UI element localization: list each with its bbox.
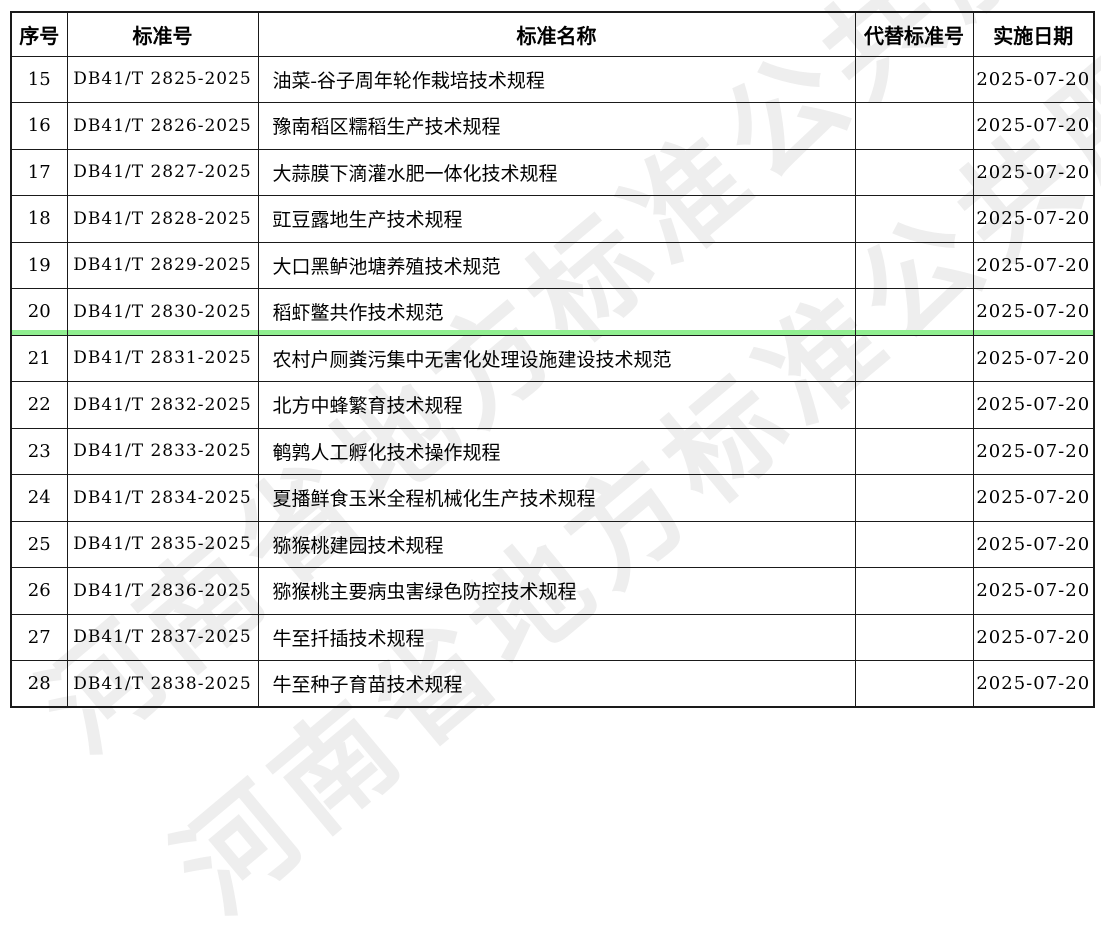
cell-standard-code: DB41/T 2827-2025 xyxy=(66,148,259,196)
cell-standard-code: DB41/T 2829-2025 xyxy=(66,241,259,289)
cell-replaced-code xyxy=(854,102,974,150)
cell-replaced-code xyxy=(854,474,974,522)
cell-standard-code: DB41/T 2838-2025 xyxy=(66,660,259,708)
cell-standard-code: DB41/T 2828-2025 xyxy=(66,195,259,243)
cell-serial: 24 xyxy=(10,474,68,522)
table-row: 15 DB41/T 2825-2025 油菜-谷子周年轮作栽培技术规程 2025… xyxy=(10,55,1095,103)
cell-replaced-code xyxy=(854,148,974,196)
cell-serial: 27 xyxy=(10,613,68,661)
cell-standard-name: 大口黑鲈池塘养殖技术规范 xyxy=(257,241,856,289)
header-standard-name: 标准名称 xyxy=(257,11,856,57)
header-row: 序号 标准号 标准名称 代替标准号 实施日期 xyxy=(10,11,1095,57)
table-row: 18 DB41/T 2828-2025 豇豆露地生产技术规程 2025-07-2… xyxy=(10,195,1095,243)
cell-replaced-code xyxy=(854,613,974,661)
cell-standard-name: 豇豆露地生产技术规程 xyxy=(257,195,856,243)
header-replaced-code: 代替标准号 xyxy=(854,11,974,57)
cell-replaced-code xyxy=(854,520,974,568)
cell-serial: 28 xyxy=(10,660,68,708)
header-serial: 序号 xyxy=(10,11,68,57)
cell-standard-code: DB41/T 2826-2025 xyxy=(66,102,259,150)
table-row: 24 DB41/T 2834-2025 夏播鲜食玉米全程机械化生产技术规程 20… xyxy=(10,474,1095,522)
cell-serial: 22 xyxy=(10,381,68,429)
cell-serial: 25 xyxy=(10,520,68,568)
cell-serial: 23 xyxy=(10,427,68,475)
cell-replaced-code xyxy=(854,381,974,429)
table-row: 16 DB41/T 2826-2025 豫南稻区糯稻生产技术规程 2025-07… xyxy=(10,102,1095,150)
cell-standard-name: 猕猴桃主要病虫害绿色防控技术规程 xyxy=(257,567,856,615)
table-row-highlighted: 20 DB41/T 2830-2025 稻虾鳖共作技术规范 2025-07-20 xyxy=(10,288,1095,336)
cell-replaced-code xyxy=(854,241,974,289)
cell-impl-date: 2025-07-20 xyxy=(972,102,1095,150)
cell-standard-name: 牛至扦插技术规程 xyxy=(257,613,856,661)
cell-serial: 20 xyxy=(10,288,68,336)
cell-standard-name: 牛至种子育苗技术规程 xyxy=(257,660,856,708)
cell-standard-code: DB41/T 2835-2025 xyxy=(66,520,259,568)
cell-standard-code: DB41/T 2833-2025 xyxy=(66,427,259,475)
cell-standard-code: DB41/T 2831-2025 xyxy=(66,334,259,382)
cell-serial: 17 xyxy=(10,148,68,196)
cell-replaced-code xyxy=(854,660,974,708)
cell-impl-date: 2025-07-20 xyxy=(972,381,1095,429)
table-row: 28 DB41/T 2838-2025 牛至种子育苗技术规程 2025-07-2… xyxy=(10,660,1095,708)
table-row: 27 DB41/T 2837-2025 牛至扦插技术规程 2025-07-20 xyxy=(10,613,1095,661)
cell-impl-date: 2025-07-20 xyxy=(972,567,1095,615)
cell-standard-code: DB41/T 2825-2025 xyxy=(66,55,259,103)
cell-serial: 19 xyxy=(10,241,68,289)
cell-standard-name: 大蒜膜下滴灌水肥一体化技术规程 xyxy=(257,148,856,196)
cell-impl-date: 2025-07-20 xyxy=(972,427,1095,475)
table-row: 21 DB41/T 2831-2025 农村户厕粪污集中无害化处理设施建设技术规… xyxy=(10,334,1095,382)
cell-standard-name: 农村户厕粪污集中无害化处理设施建设技术规范 xyxy=(257,334,856,382)
cell-impl-date: 2025-07-20 xyxy=(972,520,1095,568)
cell-standard-name: 夏播鲜食玉米全程机械化生产技术规程 xyxy=(257,474,856,522)
header-impl-date: 实施日期 xyxy=(972,11,1095,57)
table-row: 26 DB41/T 2836-2025 猕猴桃主要病虫害绿色防控技术规程 202… xyxy=(10,567,1095,615)
cell-standard-code: DB41/T 2836-2025 xyxy=(66,567,259,615)
table-row: 17 DB41/T 2827-2025 大蒜膜下滴灌水肥一体化技术规程 2025… xyxy=(10,148,1095,196)
cell-impl-date: 2025-07-20 xyxy=(972,241,1095,289)
cell-serial: 15 xyxy=(10,55,68,103)
cell-impl-date: 2025-07-20 xyxy=(972,148,1095,196)
cell-standard-code: DB41/T 2837-2025 xyxy=(66,613,259,661)
cell-replaced-code xyxy=(854,288,974,336)
cell-standard-name: 油菜-谷子周年轮作栽培技术规程 xyxy=(257,55,856,103)
table-row: 23 DB41/T 2833-2025 鹌鹑人工孵化技术操作规程 2025-07… xyxy=(10,427,1095,475)
cell-standard-name: 鹌鹑人工孵化技术操作规程 xyxy=(257,427,856,475)
cell-impl-date: 2025-07-20 xyxy=(972,334,1095,382)
cell-replaced-code xyxy=(854,55,974,103)
cell-impl-date: 2025-07-20 xyxy=(972,288,1095,336)
cell-replaced-code xyxy=(854,427,974,475)
cell-impl-date: 2025-07-20 xyxy=(972,613,1095,661)
cell-impl-date: 2025-07-20 xyxy=(972,660,1095,708)
table-row: 22 DB41/T 2832-2025 北方中蜂繁育技术规程 2025-07-2… xyxy=(10,381,1095,429)
cell-standard-code: DB41/T 2832-2025 xyxy=(66,381,259,429)
cell-impl-date: 2025-07-20 xyxy=(972,195,1095,243)
cell-standard-code: DB41/T 2834-2025 xyxy=(66,474,259,522)
cell-replaced-code xyxy=(854,334,974,382)
cell-standard-name: 稻虾鳖共作技术规范 xyxy=(257,288,856,336)
table-row: 25 DB41/T 2835-2025 猕猴桃建园技术规程 2025-07-20 xyxy=(10,520,1095,568)
cell-standard-code: DB41/T 2830-2025 xyxy=(66,288,259,336)
header-standard-code: 标准号 xyxy=(66,11,259,57)
cell-impl-date: 2025-07-20 xyxy=(972,474,1095,522)
cell-standard-name: 豫南稻区糯稻生产技术规程 xyxy=(257,102,856,150)
cell-serial: 18 xyxy=(10,195,68,243)
cell-serial: 26 xyxy=(10,567,68,615)
cell-replaced-code xyxy=(854,195,974,243)
cell-replaced-code xyxy=(854,567,974,615)
cell-serial: 16 xyxy=(10,102,68,150)
cell-standard-name: 猕猴桃建园技术规程 xyxy=(257,520,856,568)
cell-serial: 21 xyxy=(10,334,68,382)
cell-standard-name: 北方中蜂繁育技术规程 xyxy=(257,381,856,429)
standards-table: 序号 标准号 标准名称 代替标准号 实施日期 15 DB41/T 2825-20… xyxy=(10,11,1095,708)
table-row: 19 DB41/T 2829-2025 大口黑鲈池塘养殖技术规范 2025-07… xyxy=(10,241,1095,289)
cell-impl-date: 2025-07-20 xyxy=(972,55,1095,103)
